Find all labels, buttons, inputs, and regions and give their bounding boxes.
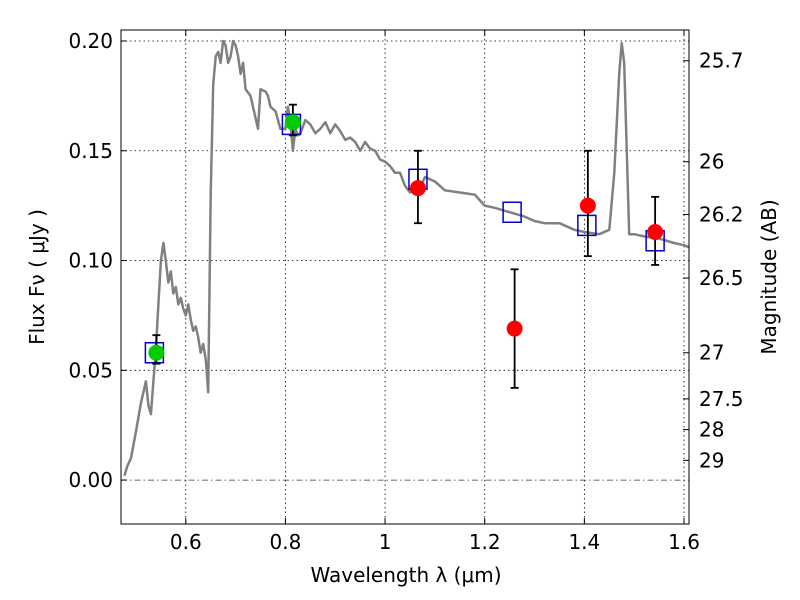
x-tick-label: 0.6: [170, 530, 202, 554]
x-tick-label: 1.2: [469, 530, 501, 554]
grid-lines: [121, 30, 689, 524]
observed-flux-point: [284, 114, 301, 131]
data-markers: [144, 103, 665, 389]
mag-tick-label: 26: [699, 150, 724, 174]
x-tick-label: 0.8: [270, 530, 302, 554]
x-axis-label: Wavelength λ (μm): [310, 563, 501, 587]
x-tick-label: 1.6: [668, 530, 700, 554]
mag-tick-label: 27.5: [699, 387, 744, 411]
mag-tick-label: 26.2: [699, 202, 744, 226]
y-tick-label: 0.10: [68, 249, 113, 273]
sed-model-line: [123, 39, 690, 477]
x-tick-label: 1: [379, 530, 392, 554]
y-tick-label: 0.20: [68, 29, 113, 53]
mag-tick-label: 26.5: [699, 266, 744, 290]
model-flux-square: [577, 214, 597, 237]
mag-tick-label: 28: [699, 418, 724, 442]
plot-frame: [120, 29, 690, 525]
y-tick-label: 0.05: [68, 358, 113, 382]
axis-ticks: 0.6 0.8 1 1.2 1.4 1.6 0.00 0.05 0.10 0.15 0.20 25.7…: [68, 29, 743, 554]
y-tick-label: 0.00: [68, 468, 113, 492]
observed-flux-point: [148, 344, 165, 361]
mag-tick-label: 25.7: [699, 49, 744, 73]
model-flux-square: [502, 201, 522, 223]
observed-flux-point: [579, 197, 596, 214]
observed-flux-point: [506, 320, 523, 337]
x-tick-label: 1.4: [568, 530, 600, 554]
mag-tick-label: 27: [699, 341, 724, 365]
right-axis-label: Magnitude (AB): [757, 199, 781, 354]
y-axis-label: Flux Fν ( μJy ): [25, 209, 49, 345]
observed-flux-point: [409, 180, 426, 197]
observed-flux-point: [647, 223, 664, 240]
mag-tick-label: 29: [699, 448, 724, 472]
y-tick-label: 0.15: [68, 139, 113, 163]
model-curve: [123, 39, 690, 477]
